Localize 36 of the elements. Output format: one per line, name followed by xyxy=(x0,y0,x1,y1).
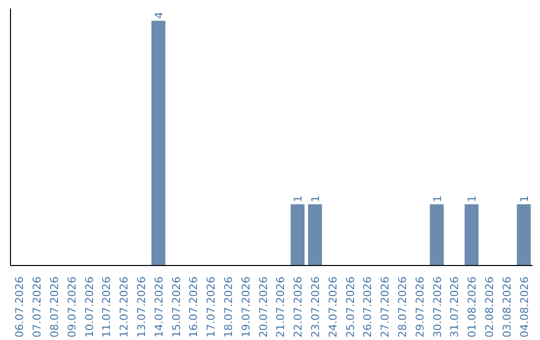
x-tick-label: 04.08.2026 xyxy=(518,276,531,338)
x-tick-label: 11.07.2026 xyxy=(100,276,114,338)
x-tick-label: 28.07.2026 xyxy=(396,276,409,338)
data-label: 1 xyxy=(292,196,305,202)
data-label: 1 xyxy=(466,196,479,202)
x-tick-label: 17.07.2026 xyxy=(204,276,218,338)
x-tick-label: 30.07.2026 xyxy=(430,276,444,338)
x-tick-label: 12.07.2026 xyxy=(118,276,131,338)
x-tick-label: 26.07.2026 xyxy=(361,276,374,338)
x-tick-label: 06.07.2026 xyxy=(13,276,26,338)
x-tick-label: 22.07.2026 xyxy=(292,276,305,338)
x-tick-label: 24.07.2026 xyxy=(326,276,340,338)
x-tick-label: 02.08.2026 xyxy=(483,276,496,338)
x-tick-label: 08.07.2026 xyxy=(48,276,61,338)
x-tick-label: 10.07.2026 xyxy=(82,276,96,338)
x-tick-label: 25.07.2026 xyxy=(344,276,357,338)
x-tick-label: 20.07.2026 xyxy=(256,276,270,338)
data-label: 1 xyxy=(518,196,531,202)
data-label: 1 xyxy=(309,196,322,202)
x-tick-label: 21.07.2026 xyxy=(274,276,288,338)
x-tick-label: 14.07.2026 xyxy=(152,276,166,338)
x-tick-label: 01.08.2026 xyxy=(466,276,479,338)
x-tick-label: 27.07.2026 xyxy=(378,276,392,338)
x-tick-label: 13.07.2026 xyxy=(135,276,148,338)
x-tick-label: 29.07.2026 xyxy=(413,276,426,338)
data-label: 4 xyxy=(152,12,166,19)
x-tick-label: 31.07.2026 xyxy=(448,276,462,338)
x-tick-label: 03.08.2026 xyxy=(500,276,514,338)
x-tick-label: 18.07.2026 xyxy=(222,276,235,338)
x-tick-label: 19.07.2026 xyxy=(239,276,252,338)
x-tick-label: 23.07.2026 xyxy=(309,276,322,338)
data-label: 1 xyxy=(430,196,444,202)
x-tick-label: 09.07.2026 xyxy=(65,276,78,338)
x-tick-label: 07.07.2026 xyxy=(30,276,44,338)
x-tick-label: 15.07.2026 xyxy=(170,276,183,338)
x-tick-label: 16.07.2026 xyxy=(187,276,200,338)
